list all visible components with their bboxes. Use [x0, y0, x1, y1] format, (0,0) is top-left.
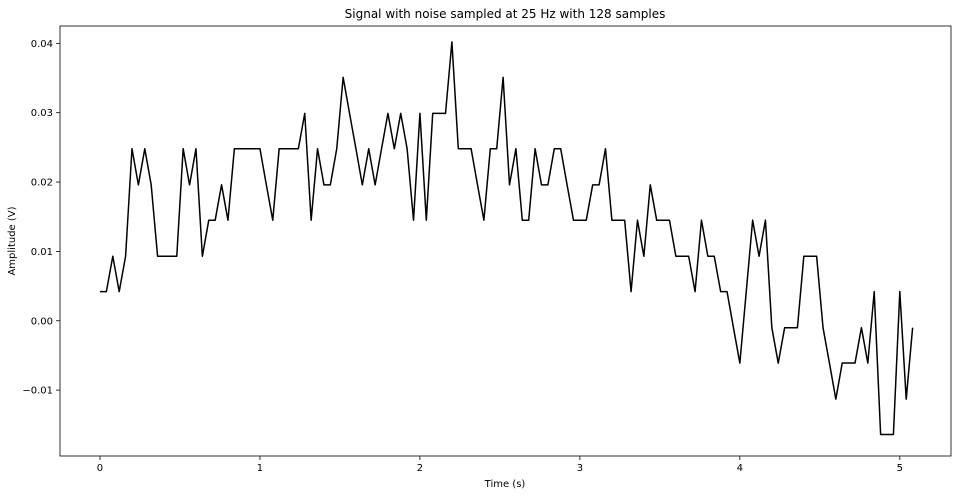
y-tick-label: 0.02	[31, 178, 53, 189]
x-tick-label: 1	[257, 463, 263, 474]
x-tick-label: 2	[417, 463, 423, 474]
y-tick-label: 0.04	[31, 39, 53, 50]
x-axis: 0 1 2 3 4 5	[97, 456, 903, 474]
x-tick-label: 5	[897, 463, 903, 474]
y-axis-label: Amplitude (V)	[7, 206, 18, 275]
y-axis: −0.01 0.00 0.01 0.02 0.03 0.04	[22, 39, 60, 397]
chart-title: Signal with noise sampled at 25 Hz with …	[345, 7, 666, 21]
x-tick-label: 3	[577, 463, 583, 474]
series-layer	[99, 41, 914, 436]
y-tick-label: −0.01	[22, 386, 53, 397]
x-axis-label: Time (s)	[484, 479, 526, 490]
x-tick-label: 0	[97, 463, 103, 474]
y-tick-label: 0.01	[31, 247, 53, 258]
y-tick-label: 0.00	[31, 316, 53, 327]
y-tick-label: 0.03	[31, 108, 53, 119]
signal-line	[99, 41, 914, 436]
plot-area-frame	[59, 25, 952, 457]
x-tick-label: 4	[737, 463, 743, 474]
